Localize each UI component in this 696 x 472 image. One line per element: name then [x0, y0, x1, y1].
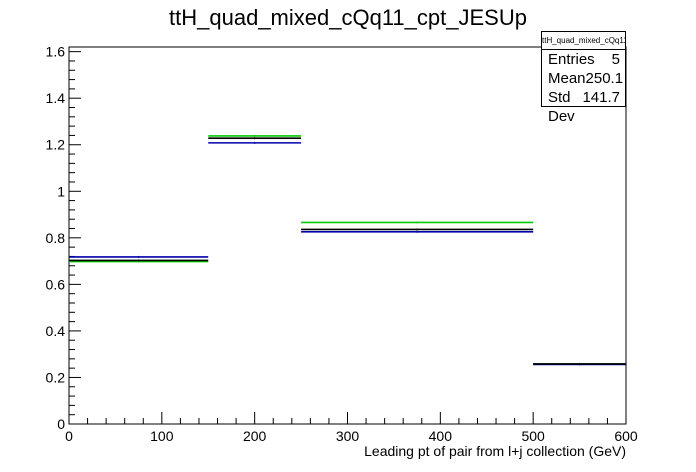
x-tick-label: 600: [614, 428, 638, 444]
stats-box: ttH_quad_mixed_cQq11_cpt_JESUp Entries 5…: [541, 31, 626, 125]
y-tick-label: 1.4: [46, 90, 66, 106]
y-tick-label: 0.4: [46, 323, 66, 339]
y-tick-label: 0: [57, 416, 65, 432]
stats-row-entries: Entries 5: [542, 50, 625, 69]
stats-title: ttH_quad_mixed_cQq11_cpt_JESUp: [542, 32, 625, 50]
y-tick-label: 0.2: [46, 369, 66, 385]
y-tick-label: 1: [57, 183, 65, 199]
stats-value: 250.1: [585, 70, 624, 87]
x-axis-label: Leading pt of pair from l+j collection (…: [364, 443, 626, 459]
x-tick-label: 500: [521, 428, 545, 444]
stats-value: 141.7: [582, 89, 620, 106]
x-tick-label: 400: [429, 428, 453, 444]
series-layer: [69, 134, 626, 366]
x-tick-label: 200: [243, 428, 267, 444]
stats-value: 5: [611, 51, 620, 68]
y-tick-label: 1.2: [46, 137, 66, 153]
x-tick-label: 100: [150, 428, 174, 444]
x-tick-label: 300: [336, 428, 360, 444]
x-axis: 0 100 200 300 400 500 600: [65, 412, 638, 444]
y-tick-label: 0.8: [46, 230, 66, 246]
stats-label: Entries: [548, 51, 595, 68]
stats-row-mean: Mean 250.1: [542, 69, 625, 88]
stats-row-stddev: Std Dev 141.7: [542, 88, 625, 126]
stats-label: Mean: [548, 70, 586, 87]
x-tick-label: 0: [65, 428, 73, 444]
chart-title: ttH_quad_mixed_cQq11_cpt_JESUp: [169, 5, 527, 30]
y-tick-label: 1.6: [46, 44, 66, 60]
stats-label: Std Dev: [548, 89, 575, 125]
y-axis: 0 0.2 0.4 0.6 0.8 1 1.2 1.4 1.6: [46, 44, 81, 432]
y-tick-label: 0.6: [46, 276, 66, 292]
